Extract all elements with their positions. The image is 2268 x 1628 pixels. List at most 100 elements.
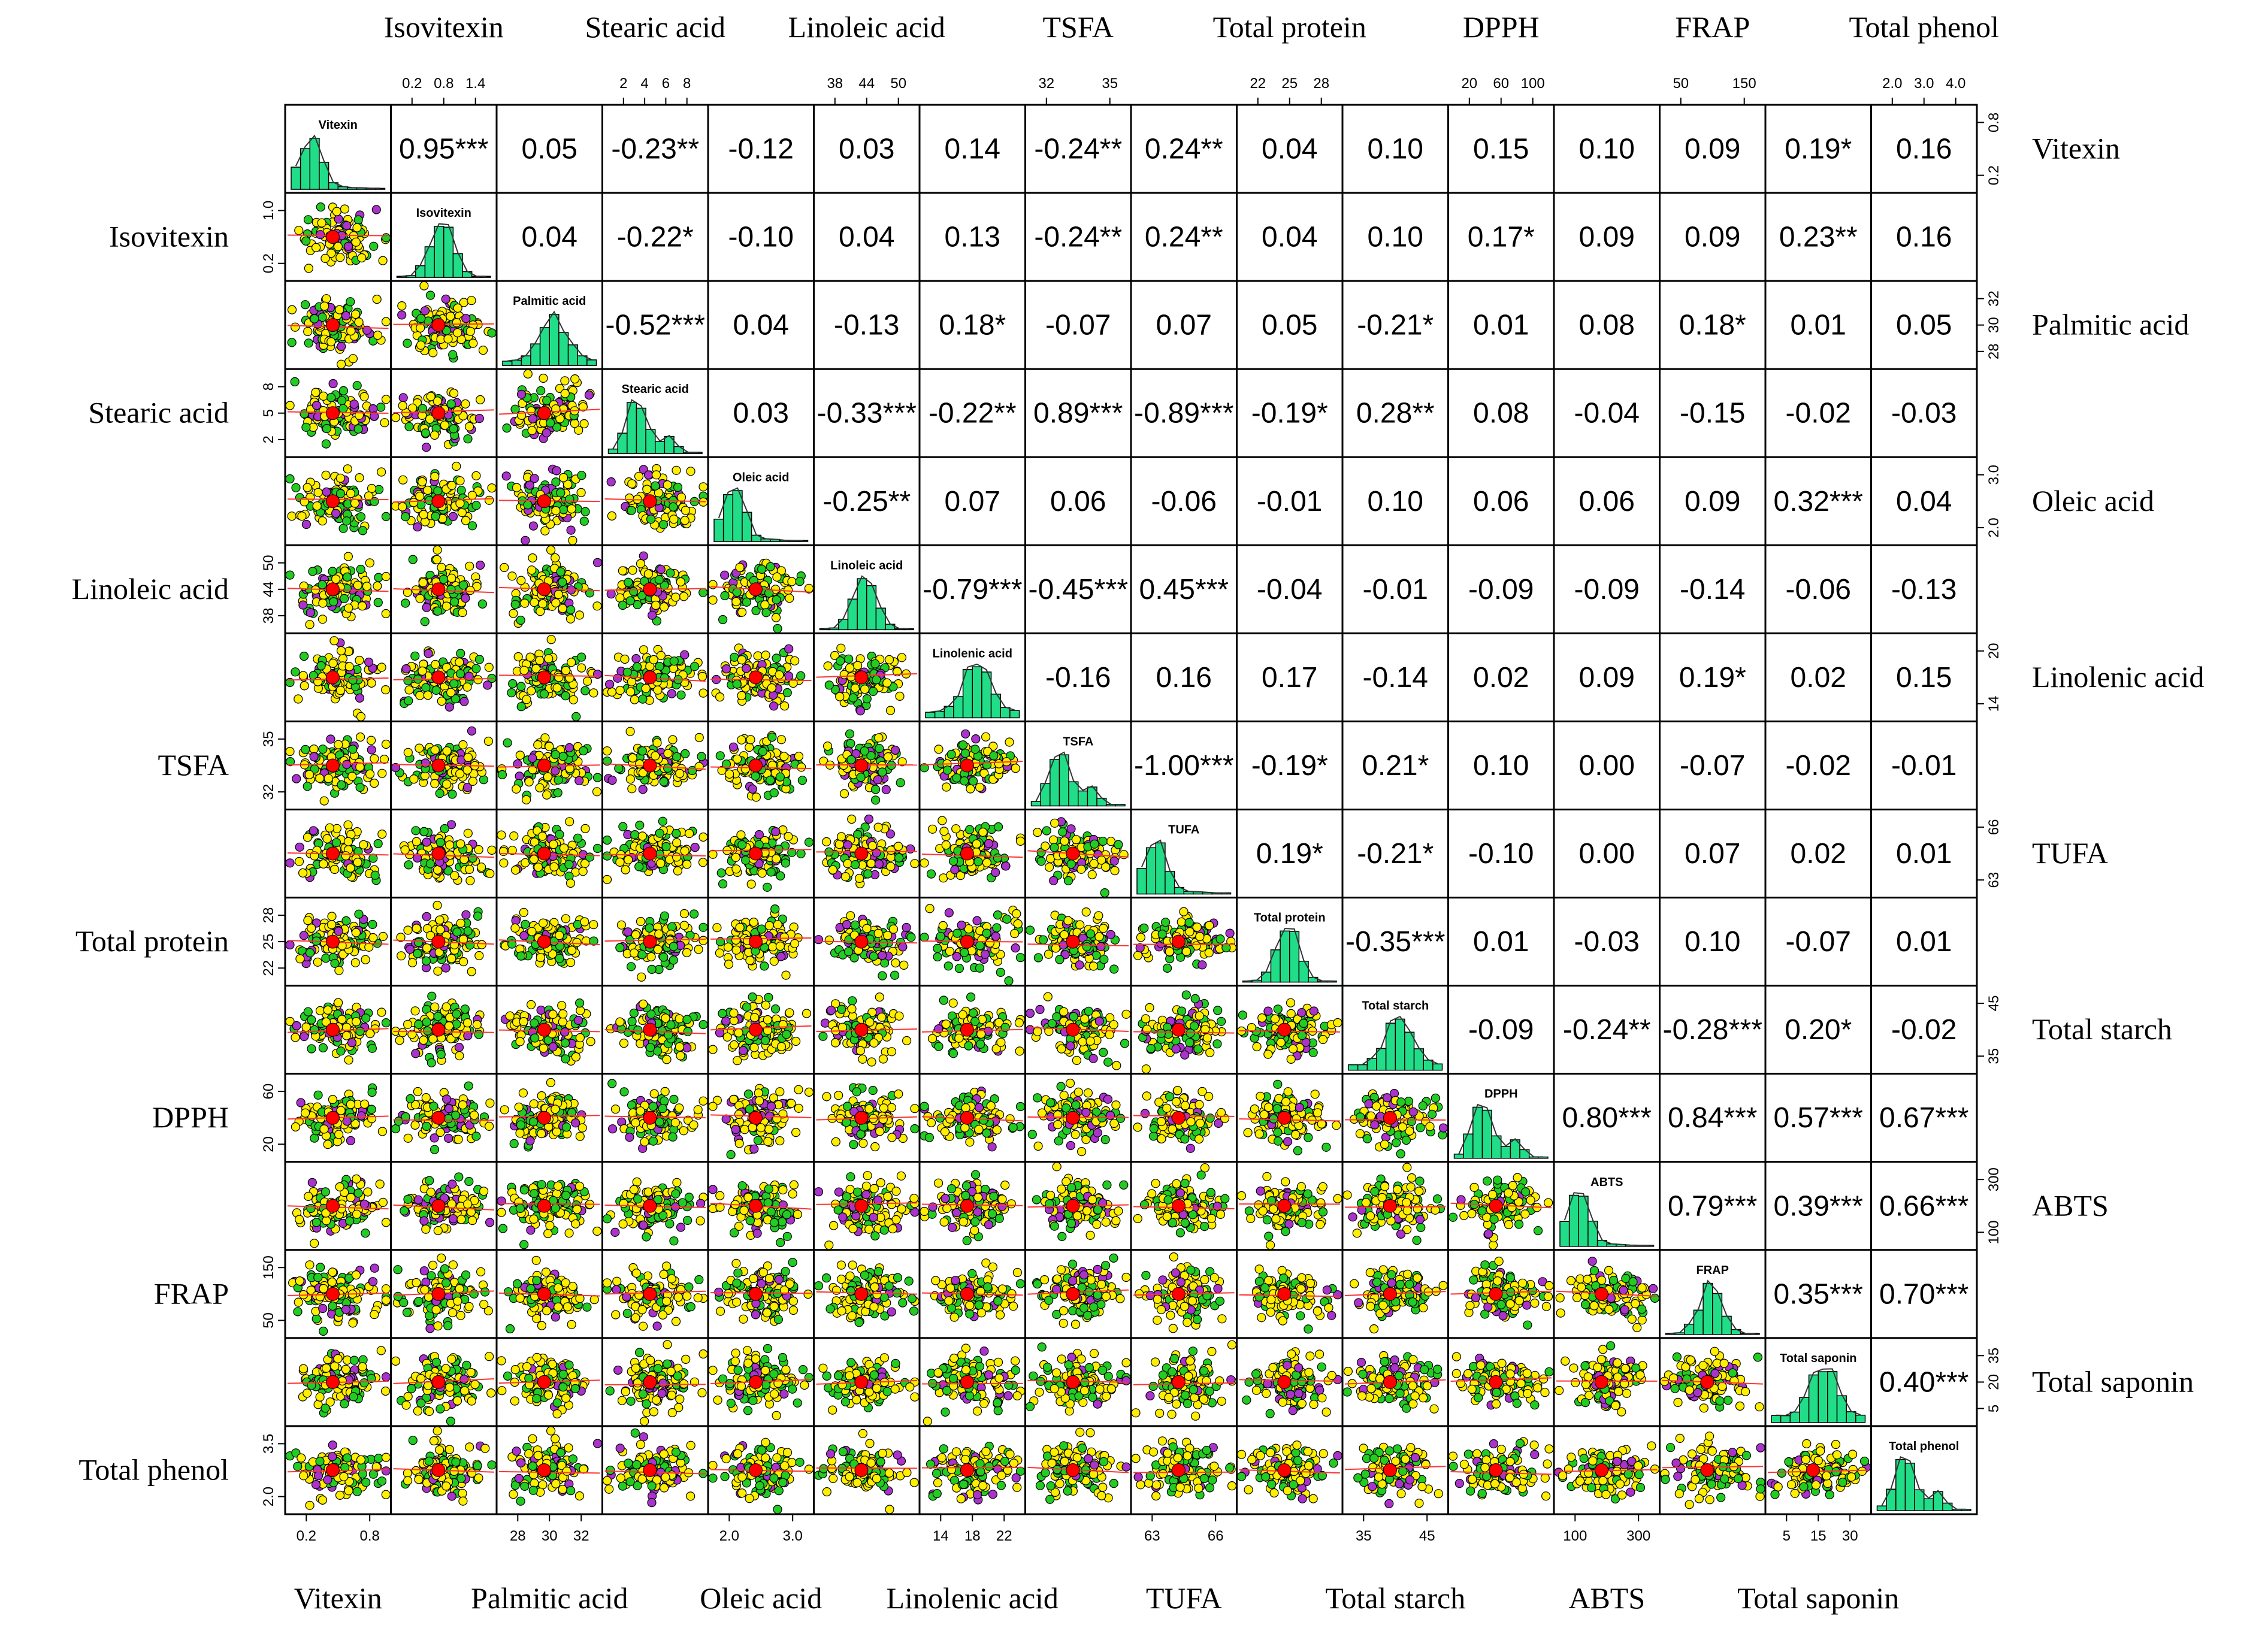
scatter-point bbox=[441, 295, 450, 303]
scatter-point bbox=[456, 770, 464, 778]
correlation-value: 0.10 bbox=[1368, 134, 1423, 165]
scatter-point bbox=[349, 676, 357, 684]
scatter-point bbox=[301, 745, 310, 754]
scatter-point bbox=[334, 243, 342, 251]
scatter-point bbox=[357, 513, 365, 521]
scatter-point bbox=[672, 830, 681, 838]
scatter-point bbox=[717, 869, 725, 877]
scatter-point bbox=[566, 495, 574, 503]
scatter-point bbox=[447, 688, 455, 697]
scatter-point bbox=[355, 656, 364, 665]
scatter-point bbox=[344, 242, 353, 250]
scatter-point bbox=[436, 838, 444, 846]
scatter-point bbox=[341, 852, 350, 860]
scatter-point bbox=[441, 964, 450, 972]
scatter-point bbox=[337, 646, 346, 655]
scatter-point bbox=[459, 581, 468, 589]
scatter-point bbox=[355, 474, 364, 482]
histogram-bar bbox=[609, 449, 618, 454]
scatter-point bbox=[318, 580, 326, 589]
scatter-point bbox=[927, 870, 936, 878]
scatter-point bbox=[469, 339, 477, 347]
correlation-value: -0.07 bbox=[1680, 750, 1745, 782]
scatter-point bbox=[464, 754, 473, 762]
scatter-point bbox=[299, 671, 307, 680]
mean-point bbox=[326, 495, 339, 508]
histogram-bar bbox=[416, 266, 425, 277]
scatter-point bbox=[971, 745, 979, 754]
correlation-value: 0.04 bbox=[1262, 222, 1317, 253]
scatter-point bbox=[1088, 870, 1096, 879]
correlation-value: 0.01 bbox=[1896, 838, 1952, 870]
correlation-value: 0.09 bbox=[1685, 134, 1740, 165]
scatter-point bbox=[446, 841, 454, 849]
histogram-bar bbox=[618, 433, 627, 453]
scatter-point bbox=[607, 512, 616, 520]
scatter-point bbox=[658, 817, 667, 825]
scatter-point bbox=[636, 759, 644, 768]
scatter-point bbox=[577, 664, 586, 672]
scatter-point bbox=[680, 921, 688, 930]
scatter-point bbox=[382, 317, 391, 326]
panel-0-8: 0.24** bbox=[1131, 105, 1237, 193]
correlation-value: 0.01 bbox=[1791, 310, 1846, 341]
scatter-point bbox=[475, 414, 483, 423]
scatter-point bbox=[737, 831, 745, 839]
scatter-point bbox=[772, 613, 781, 622]
scatter-point bbox=[338, 397, 346, 405]
scatter-point bbox=[286, 748, 294, 756]
scatter-point bbox=[461, 594, 470, 603]
scatter-point bbox=[699, 858, 707, 867]
scatter-point bbox=[286, 401, 294, 410]
scatter-point bbox=[343, 517, 351, 525]
scatter-point bbox=[872, 676, 881, 684]
scatter-point bbox=[447, 585, 455, 594]
histogram-bar bbox=[291, 167, 301, 189]
scatter-point bbox=[330, 637, 338, 645]
panel-2-9: 0.05 bbox=[1237, 281, 1343, 369]
scatter-point bbox=[791, 656, 799, 665]
scatter-point bbox=[539, 374, 548, 383]
scatter-point bbox=[639, 785, 647, 794]
scatter-point bbox=[748, 785, 757, 793]
scatter-point bbox=[627, 506, 636, 515]
scatter-point bbox=[942, 783, 951, 791]
scatter-point bbox=[392, 413, 400, 422]
scatter-point bbox=[367, 746, 376, 754]
scatter-point bbox=[683, 860, 691, 869]
scatter-point bbox=[695, 733, 703, 742]
scatter-point bbox=[699, 833, 707, 842]
scatter-point bbox=[404, 676, 412, 685]
scatter-point bbox=[572, 712, 580, 721]
scatter-point bbox=[332, 575, 340, 583]
scatter-point bbox=[635, 863, 643, 871]
panel-5-7: -0.45*** bbox=[1026, 545, 1132, 633]
scatter-point bbox=[608, 776, 616, 785]
scatter-point bbox=[334, 215, 343, 223]
scatter-point bbox=[350, 400, 358, 408]
scatter-point bbox=[422, 838, 431, 846]
scatter-point bbox=[677, 691, 685, 699]
panel-7-4 bbox=[708, 721, 814, 809]
scatter-point bbox=[366, 770, 374, 778]
scatter-point bbox=[575, 611, 583, 619]
scatter-point bbox=[313, 401, 321, 410]
correlation-value: -0.89*** bbox=[1134, 398, 1234, 429]
scatter-point bbox=[404, 861, 413, 869]
panel-3-7: 0.89*** bbox=[1026, 369, 1132, 457]
scatter-point bbox=[580, 420, 588, 428]
scatter-point bbox=[519, 908, 528, 916]
scatter-point bbox=[628, 785, 636, 793]
scatter-point bbox=[755, 831, 763, 839]
scatter-point bbox=[457, 486, 465, 495]
scatter-point bbox=[993, 854, 1002, 863]
panel-6-12: 0.09 bbox=[1554, 633, 1660, 721]
scatter-point bbox=[580, 517, 588, 525]
scatter-point bbox=[979, 828, 987, 836]
diagonal-title: Palmitic acid bbox=[513, 295, 586, 308]
correlation-value: -0.10 bbox=[728, 222, 794, 253]
scatter-point bbox=[484, 737, 492, 746]
scatter-point bbox=[336, 686, 344, 695]
panel-1-10: 0.10 bbox=[1342, 193, 1449, 281]
